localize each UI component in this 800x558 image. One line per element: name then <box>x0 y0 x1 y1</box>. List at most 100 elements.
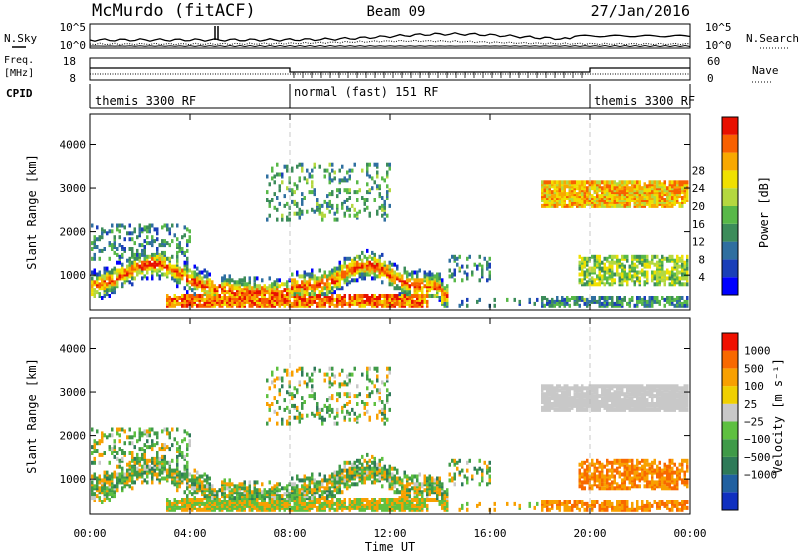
power-cell <box>111 269 114 273</box>
power-cell <box>614 255 617 259</box>
power-cell <box>599 302 602 306</box>
power-cell <box>606 276 609 280</box>
velocity-cell <box>391 498 394 502</box>
power-cell <box>439 273 442 277</box>
power-cell <box>94 239 97 243</box>
velocity-cell <box>264 502 267 506</box>
power-cell <box>374 294 377 298</box>
power-cell <box>199 271 202 275</box>
velocity-cell <box>151 467 154 471</box>
power-cell <box>669 259 672 263</box>
power-cell <box>106 267 109 271</box>
velocity-cell <box>311 504 314 508</box>
power-cell <box>266 298 269 302</box>
velocity-cell <box>261 482 264 486</box>
velocity-cell <box>171 502 174 506</box>
velocity-cell <box>159 465 162 469</box>
power-cell <box>266 190 269 194</box>
velocity-cell <box>319 480 322 484</box>
power-cell <box>594 255 597 259</box>
power-cell <box>664 257 667 261</box>
power-cell <box>131 247 134 251</box>
velocity-cell <box>181 439 184 443</box>
power-cell <box>669 192 672 196</box>
y-tick-label: 3000 <box>60 182 87 195</box>
power-cell <box>399 286 402 290</box>
velocity-cell <box>306 477 309 481</box>
velocity-cell <box>284 369 287 373</box>
power-cell <box>366 198 369 202</box>
power-cell <box>206 271 209 275</box>
power-cell <box>181 304 184 308</box>
power-cell <box>639 261 642 265</box>
power-cell <box>646 255 649 259</box>
velocity-cell <box>301 496 304 500</box>
power-cell <box>556 180 559 184</box>
power-cell <box>191 288 194 292</box>
power-cell <box>186 239 189 243</box>
velocity-cell <box>134 480 137 484</box>
power-cell <box>581 180 584 184</box>
velocity-cell <box>269 496 272 500</box>
velocity-cell <box>174 478 177 482</box>
power-cell <box>669 196 672 200</box>
velocity-cell <box>251 490 254 494</box>
power-cell <box>344 274 347 278</box>
velocity-cell <box>276 422 279 426</box>
power-cell <box>329 276 332 280</box>
power-cell <box>686 196 689 200</box>
power-cell <box>176 243 179 247</box>
power-cell <box>364 198 367 202</box>
velocity-cell <box>404 484 407 488</box>
power-cell <box>421 286 424 290</box>
velocity-cell <box>166 445 169 449</box>
velocity-cell <box>164 477 167 481</box>
velocity-cell <box>304 380 307 384</box>
velocity-cell <box>226 500 229 504</box>
velocity-cell <box>404 502 407 506</box>
velocity-cell <box>166 461 169 465</box>
velocity-cell <box>324 475 327 479</box>
power-cell <box>411 282 414 286</box>
power-cell <box>194 271 197 275</box>
power-cell <box>294 278 297 282</box>
power-cell <box>646 192 649 196</box>
velocity-cell <box>366 477 369 481</box>
velocity-cell <box>189 490 192 494</box>
power-cell <box>609 255 612 259</box>
velocity-cell <box>171 480 174 484</box>
power-cell <box>139 227 142 231</box>
velocity-cell <box>376 471 379 475</box>
power-cell <box>586 186 589 190</box>
power-cell <box>306 298 309 302</box>
power-cell <box>659 280 662 284</box>
power-cell <box>616 300 619 304</box>
velocity-cell <box>324 404 327 408</box>
velocity-cell <box>244 500 247 504</box>
power-cell <box>199 280 202 284</box>
power-cell <box>344 271 347 275</box>
velocity-cell <box>204 502 207 506</box>
velocity-cell <box>361 463 364 467</box>
power-cell <box>651 302 654 306</box>
velocity-cell <box>241 482 244 486</box>
velocity-cell <box>336 477 339 481</box>
power-cell <box>326 169 329 173</box>
power-cell <box>294 212 297 216</box>
power-cell <box>384 178 387 182</box>
power-cell <box>426 273 429 277</box>
power-cell <box>321 292 324 296</box>
power-cell <box>324 286 327 290</box>
velocity-cell <box>336 498 339 502</box>
power-cell <box>606 257 609 261</box>
power-cell <box>599 255 602 259</box>
power-cell <box>269 204 272 208</box>
power-cell <box>661 182 664 186</box>
power-cell <box>146 229 149 233</box>
velocity-cell <box>176 447 179 451</box>
power-cell <box>584 194 587 198</box>
power-cell <box>99 282 102 286</box>
power-cell <box>99 276 102 280</box>
power-cell <box>269 276 272 280</box>
velocity-cell <box>324 486 327 490</box>
